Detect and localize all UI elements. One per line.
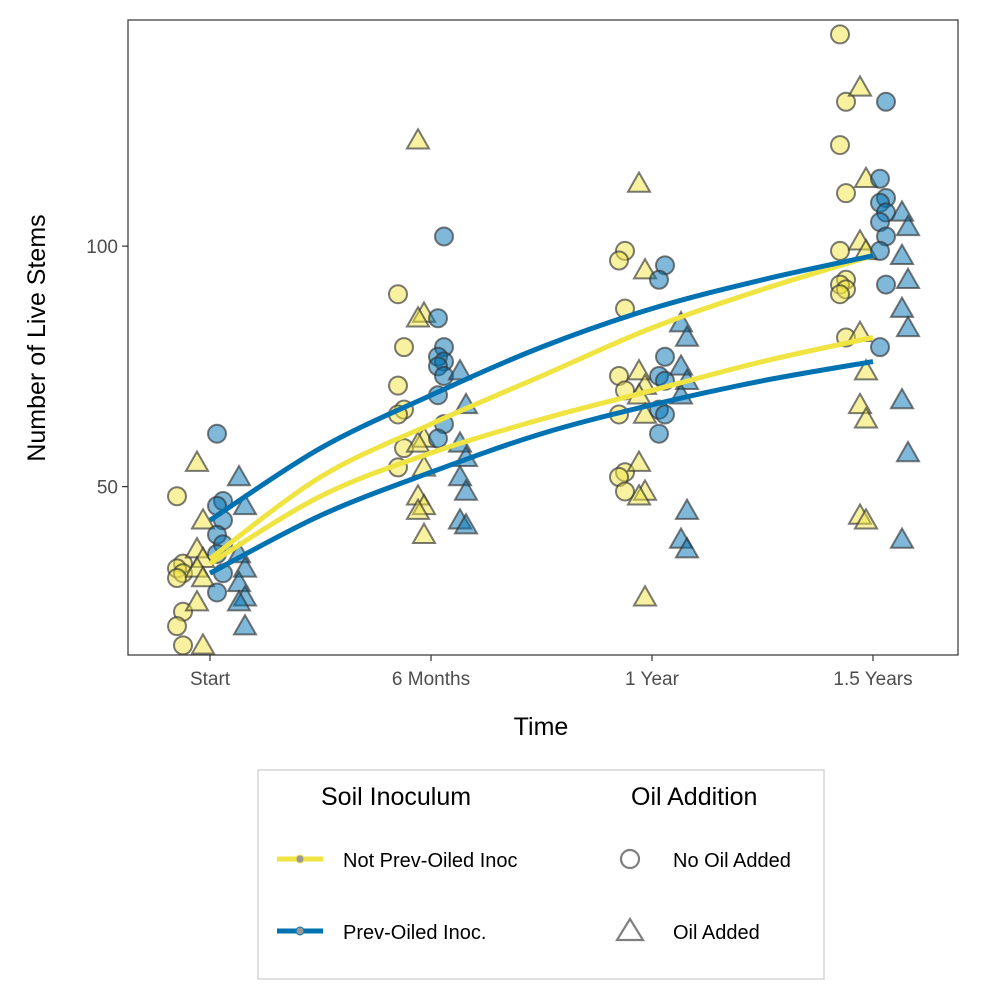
legend-title-oil: Oil Addition <box>631 783 757 811</box>
data-point-circle <box>870 168 890 189</box>
data-point-triangle <box>895 314 921 338</box>
legend-key-prev-oiled-dot <box>295 926 305 936</box>
data-point-circle <box>649 269 669 290</box>
data-point-triangle <box>405 497 431 520</box>
legend-label-not-prev-oiled: Not Prev-Oiled Inoc <box>343 850 518 872</box>
data-point-circle <box>836 91 856 112</box>
x-tick-label: Start <box>190 669 231 690</box>
data-point-circle <box>836 183 856 204</box>
data-point-circle <box>388 284 408 305</box>
data-point-circle <box>394 337 414 358</box>
data-point-triangle <box>226 463 252 487</box>
x-axis: Start 6 Months 1 Year 1.5 Years <box>190 655 913 690</box>
data-point-triangle <box>853 406 879 429</box>
legend: Soil Inoculum Oil Addition Not Prev-Oile… <box>257 769 825 980</box>
data-point-triangle <box>184 449 210 472</box>
data-point-triangle <box>889 387 915 410</box>
data-point-triangle <box>674 536 700 559</box>
legend-box <box>257 769 825 980</box>
data-point-triangle <box>632 584 658 607</box>
x-tick-label: 1 Year <box>625 669 680 690</box>
x-axis-title: Time <box>514 713 569 741</box>
data-point-circle <box>655 404 675 425</box>
data-point-triangle <box>226 589 252 612</box>
data-point-triangle <box>853 358 879 381</box>
data-point-triangle <box>626 483 652 506</box>
data-point-triangle <box>411 521 437 544</box>
data-point-triangle <box>895 266 921 290</box>
data-point-triangle <box>895 439 921 463</box>
data-point-circle <box>167 486 187 507</box>
data-point-circle <box>388 375 408 396</box>
data-point-circle <box>167 568 187 589</box>
data-point-circle <box>167 616 187 637</box>
legend-label-no-oil: No Oil Added <box>673 850 791 872</box>
data-point-circle <box>428 428 448 449</box>
data-point-circle <box>428 308 448 329</box>
data-point-circle <box>207 423 227 444</box>
data-point-circle <box>830 284 850 305</box>
data-point-circle <box>649 423 669 444</box>
plot-background <box>128 20 958 655</box>
data-point-circle <box>615 481 635 502</box>
data-point-triangle <box>889 295 915 318</box>
data-point-circle <box>207 582 227 603</box>
data-point-circle <box>655 346 675 367</box>
data-point-triangle <box>184 589 210 612</box>
data-point-triangle <box>190 632 216 655</box>
data-point-triangle <box>674 324 700 347</box>
legend-label-prev-oiled: Prev-Oiled Inoc. <box>343 922 486 944</box>
data-point-triangle <box>232 613 258 636</box>
data-point-triangle <box>405 430 431 453</box>
data-point-triangle <box>626 170 652 193</box>
data-point-triangle <box>847 74 873 97</box>
data-point-circle <box>830 24 850 45</box>
data-point-circle <box>830 135 850 156</box>
legend-item-oil: Oil Added <box>615 916 760 944</box>
data-point-circle <box>876 91 896 112</box>
fit-line <box>208 359 874 576</box>
fit-line <box>208 253 874 561</box>
legend-title-inoculum: Soil Inoculum <box>321 783 471 811</box>
legend-key-triangle <box>615 916 645 942</box>
data-point-triangle <box>626 449 652 472</box>
x-tick-label: 1.5 Years <box>833 669 912 690</box>
data-point-triangle <box>453 512 479 535</box>
data-point-triangle <box>889 526 915 549</box>
data-point-triangle <box>405 127 431 150</box>
fit-line <box>208 253 874 523</box>
legend-key-not-prev-oiled-dot <box>295 854 305 864</box>
plot-border <box>127 19 959 656</box>
data-point-triangle <box>405 305 431 328</box>
y-tick-label: 100 <box>86 237 118 258</box>
legend-key-circle <box>619 848 641 870</box>
legend-item-no-oil: No Oil Added <box>619 848 791 872</box>
data-point-triangle <box>190 565 216 588</box>
data-point-triangle <box>674 497 700 520</box>
legend-item-not-prev-oiled: Not Prev-Oiled Inoc <box>277 850 518 872</box>
legend-item-prev-oiled: Prev-Oiled Inoc. <box>277 922 486 944</box>
data-point-circle <box>870 337 890 358</box>
fit-line <box>208 335 874 566</box>
data-point-triangle <box>889 242 915 265</box>
y-axis-title: Number of Live Stems <box>23 214 51 461</box>
y-tick-label: 50 <box>97 478 118 499</box>
y-axis: 50 100 <box>86 237 128 499</box>
legend-label-oil: Oil Added <box>673 922 760 944</box>
data-point-triangle <box>632 257 658 280</box>
fit-lines-layer <box>208 253 874 576</box>
data-point-circle <box>830 240 850 261</box>
data-point-circle <box>609 250 629 271</box>
data-point-triangle <box>190 507 216 530</box>
data-point-circle <box>870 240 890 261</box>
data-point-triangle <box>853 507 879 530</box>
data-point-triangle <box>453 478 479 501</box>
data-point-circle <box>173 635 193 656</box>
data-point-triangle <box>232 492 258 516</box>
data-point-circle <box>434 226 454 247</box>
data-point-triangle <box>895 213 921 237</box>
x-tick-label: 6 Months <box>392 669 470 690</box>
data-point-circle <box>876 274 896 295</box>
